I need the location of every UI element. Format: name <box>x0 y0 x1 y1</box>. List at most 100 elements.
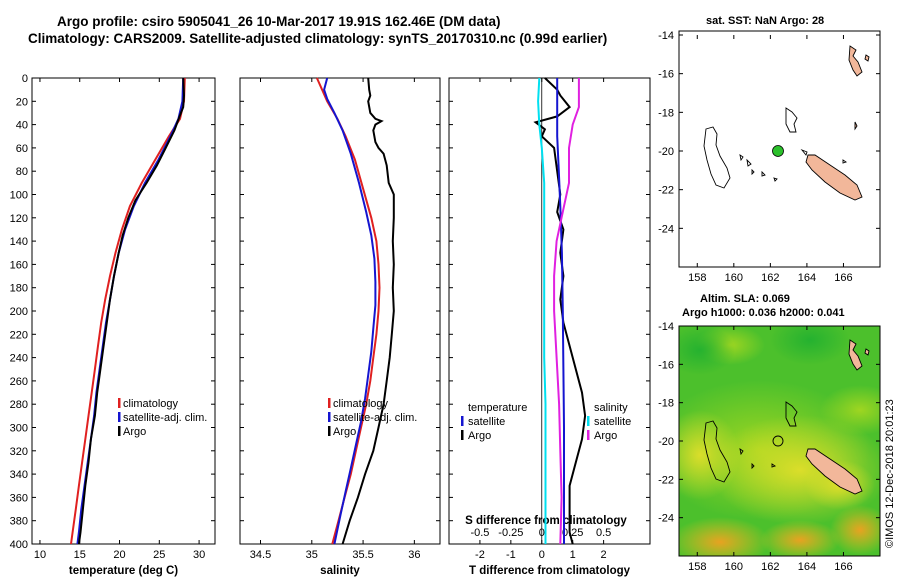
sla-map-field <box>679 326 880 556</box>
map-ytick-label: -14 <box>658 321 674 333</box>
temperature-legend-swatch <box>118 412 121 422</box>
temperature-ytick-label: 80 <box>16 166 28 178</box>
temperature-legend-item: satellite-adj. clim. <box>123 412 207 424</box>
map-ytick-label: -18 <box>658 398 674 410</box>
temperature-legend-item: Argo <box>123 426 146 438</box>
map-ytick-label: -20 <box>658 146 674 158</box>
salinity-legend-item: climatology <box>333 398 389 410</box>
map-ytick-label: -24 <box>658 513 674 525</box>
map-ytick-label: -16 <box>658 359 674 371</box>
salinity-profile-plot: 34.5 35 35.5 36 salinity climatology satellite… <box>239 77 441 577</box>
difference-xtick-label: 2 <box>601 549 607 561</box>
temperature-ytick-label: 20 <box>16 96 28 108</box>
temperature-axes-frame <box>31 77 216 545</box>
sla-map-title-line2: Argo h1000: 0.036 h2000: 0.041 <box>682 307 845 319</box>
difference-legend-swatch <box>587 416 590 426</box>
map-ytick-label: -18 <box>658 107 674 119</box>
imos-timestamp-label: ©IMOS 12-Dec-2018 20:01:23 <box>884 399 896 548</box>
difference-legend-item: satellite <box>468 416 505 428</box>
sst-map: sat. SST: NaN Argo: 28 158 160 162 164 166 -1… <box>658 15 881 284</box>
map-xtick-label: 162 <box>761 561 779 573</box>
map-xtick-label: 160 <box>725 272 743 284</box>
difference-profile-plot: -2 -1 0 1 2 T difference from climatology -0.5… <box>448 77 651 577</box>
temperature-ytick-label: 340 <box>10 469 28 481</box>
temperature-ytick-label: 260 <box>10 376 28 388</box>
temperature-xtick-label: 15 <box>74 549 86 561</box>
difference-legend-swatch <box>461 430 464 440</box>
map-xtick-label: 166 <box>834 561 852 573</box>
map-ytick-label: -20 <box>658 436 674 448</box>
temperature-ytick-label: 320 <box>10 446 28 458</box>
difference-legend-item: satellite <box>594 416 631 428</box>
temperature-ytick-label: 180 <box>10 283 28 295</box>
salinity-axes-frame <box>239 77 441 545</box>
salinity-legend-swatch <box>328 426 331 436</box>
salinity-xtick-label: 34.5 <box>250 549 271 561</box>
difference-xtick-label: 0 <box>539 549 545 561</box>
difference-xlabel: T difference from climatology <box>469 565 631 577</box>
temperature-series-line <box>76 77 185 545</box>
difference-series-line <box>553 78 580 545</box>
temperature-xtick-label: 30 <box>193 549 205 561</box>
salinity-legend-swatch <box>328 398 331 408</box>
sst-map-argo-marker <box>772 145 784 157</box>
temperature-ytick-label: 360 <box>10 492 28 504</box>
map-ytick-label: -16 <box>658 69 674 81</box>
salinity-xtick-label: 35 <box>306 549 318 561</box>
salinity-series-line <box>341 77 395 545</box>
sla-map-ticks: 158 160 162 164 166 -14 -16 -18 -20 -22 -24 <box>658 321 880 573</box>
salinity-xlabel: salinity <box>320 565 360 577</box>
difference-series-line <box>556 78 565 544</box>
temperature-ytick-label: 380 <box>10 516 28 528</box>
figure-title-line1: Argo profile: csiro 5905041_26 10-Mar-20… <box>57 14 500 29</box>
difference-x2tick-label: 0 <box>539 527 545 539</box>
temperature-legend-swatch <box>118 398 121 408</box>
difference-x2tick-label: -0.5 <box>470 527 489 539</box>
map-ytick-label: -14 <box>658 30 674 42</box>
temperature-ytick-label: 120 <box>10 213 28 225</box>
difference-xtick-label: -2 <box>475 549 485 561</box>
temperature-profile-plot: 0 20 40 60 80 100 120 140 160 180 200 220 240 260 280 3… <box>10 73 216 577</box>
temperature-ytick-label: 0 <box>22 73 28 85</box>
temperature-xtick-label: 10 <box>34 549 46 561</box>
temperature-ytick-label: 400 <box>10 539 28 551</box>
map-ytick-label: -22 <box>658 185 674 197</box>
sst-map-ticks: 158 160 162 164 166 -14 -16 -18 -20 -22 -24 <box>658 30 880 284</box>
map-xtick-label: 166 <box>834 272 852 284</box>
map-xtick-label: 158 <box>688 561 706 573</box>
salinity-series-line <box>323 77 377 545</box>
map-ytick-label: -24 <box>658 223 674 235</box>
difference-series-line <box>533 77 587 545</box>
temperature-xlabel: temperature (deg C) <box>69 565 178 577</box>
difference-xtick-label: -1 <box>506 549 516 561</box>
sst-map-coastlines <box>703 107 848 189</box>
difference-legend-item: Argo <box>594 430 617 442</box>
map-xtick-label: 164 <box>798 561 816 573</box>
map-xtick-label: 162 <box>761 272 779 284</box>
temperature-series-line <box>77 77 186 545</box>
sla-map-title-line1: Altim. SLA: 0.069 <box>700 293 790 305</box>
temperature-ytick-label: 300 <box>10 423 28 435</box>
map-xtick-label: 160 <box>725 561 743 573</box>
temperature-xtick-label: 25 <box>153 549 165 561</box>
temperature-ytick-label: 160 <box>10 259 28 271</box>
temperature-xtick-label: 20 <box>113 549 125 561</box>
temperature-ytick-label: 240 <box>10 353 28 365</box>
temperature-ytick-label: 60 <box>16 143 28 155</box>
difference-x2tick-label: 0.5 <box>596 527 611 539</box>
temperature-ytick-label: 100 <box>10 190 28 202</box>
figure-title-line2: Climatology: CARS2009. Satellite-adjuste… <box>28 31 607 46</box>
salinity-xtick-label: 35.5 <box>352 549 373 561</box>
map-xtick-label: 158 <box>688 272 706 284</box>
sla-map-argo-marker <box>772 435 784 447</box>
salinity-legend-item: satellite-adj. clim. <box>333 412 417 424</box>
salinity-legend-swatch <box>328 412 331 422</box>
difference-legend-swatch <box>461 416 464 426</box>
temperature-legend-item: climatology <box>123 398 179 410</box>
temperature-ytick-label: 40 <box>16 120 28 132</box>
difference-xtick-label: 1 <box>570 549 576 561</box>
temperature-ytick-label: 200 <box>10 306 28 318</box>
difference-x2tick-label: -0.25 <box>498 527 523 539</box>
temperature-series-line <box>70 77 186 545</box>
